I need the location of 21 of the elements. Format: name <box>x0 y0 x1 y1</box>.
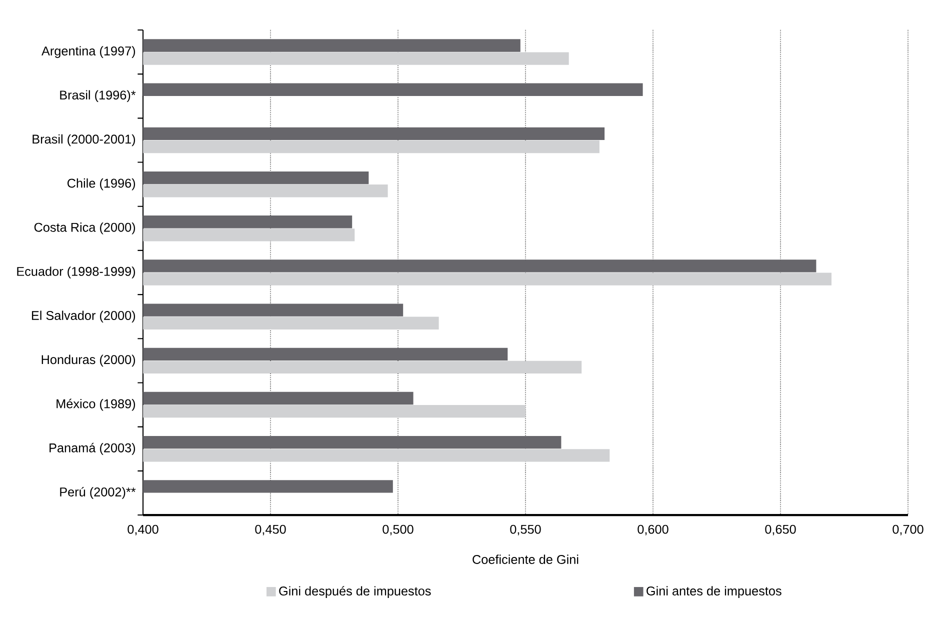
legend-label: Gini después de impuestos <box>279 586 431 598</box>
x-tick-label: 0,450 <box>255 524 286 536</box>
x-tick-label: 0,400 <box>128 524 158 536</box>
y-tick-label: México (1989) <box>56 398 136 411</box>
y-tick-label: Argentina (1997) <box>42 46 136 58</box>
y-tick-label: Honduras (2000) <box>42 354 136 367</box>
y-tick-label: Brasil (1996)* <box>60 90 136 102</box>
y-tick-label: El Salvador (2000) <box>32 310 136 322</box>
y-tick-label: Panamá (2003) <box>50 442 136 455</box>
y-tick-label: Brasil (2000-2001) <box>32 134 136 146</box>
y-tick-label: Costa Rica (2000) <box>34 222 136 234</box>
x-tick-label: 0,500 <box>382 524 414 536</box>
x-tick-label: 0,650 <box>765 524 796 536</box>
y-tick-label: Chile (1996) <box>67 178 136 190</box>
y-tick-label: Perú (2002)** <box>60 486 136 499</box>
x-tick-label: 0,700 <box>892 524 924 536</box>
legend-label: Gini antes de impuestos <box>646 586 782 598</box>
x-tick-label: 0,600 <box>638 524 668 536</box>
x-tick-label: 0,550 <box>510 524 541 536</box>
y-tick-label: Ecuador (1998-1999) <box>17 266 136 278</box>
x-axis-title: Coeficiente de Gini <box>472 554 578 564</box>
